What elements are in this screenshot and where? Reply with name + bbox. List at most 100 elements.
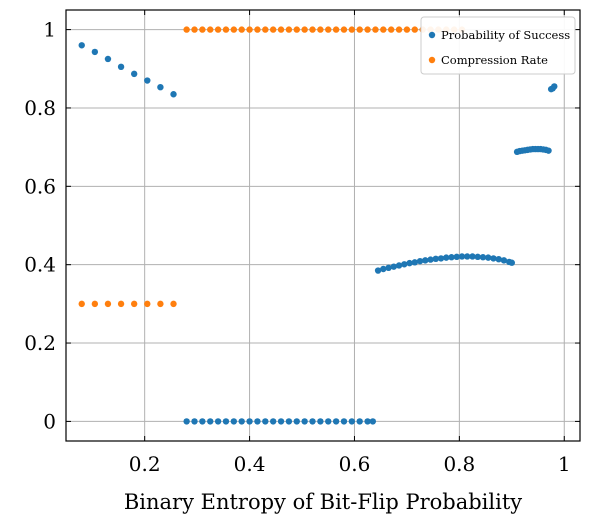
data-point xyxy=(427,256,434,263)
data-point xyxy=(479,254,487,261)
data-point xyxy=(508,259,516,266)
y-tick-label: 0.8 xyxy=(24,96,56,120)
data-point xyxy=(293,26,300,33)
data-point xyxy=(340,418,348,425)
data-point xyxy=(238,26,245,33)
plot-frame xyxy=(65,9,581,442)
data-point xyxy=(230,26,238,33)
data-point xyxy=(332,418,340,425)
data-point xyxy=(130,300,138,308)
data-point xyxy=(437,255,445,262)
data-point xyxy=(551,83,558,90)
data-point xyxy=(356,418,363,425)
data-point xyxy=(191,418,198,425)
data-point xyxy=(285,418,293,425)
legend: Probability of Success Compression Rate xyxy=(420,16,576,75)
data-point xyxy=(401,261,408,268)
data-point xyxy=(406,259,413,267)
data-point xyxy=(104,55,112,63)
legend-label: Probability of Success xyxy=(441,28,570,42)
x-tick-label: 0.8 xyxy=(443,452,475,476)
data-point xyxy=(395,262,403,269)
y-tick-label: 0.4 xyxy=(24,253,56,277)
data-point xyxy=(277,26,285,33)
data-point xyxy=(183,26,190,33)
y-tick-label: 0.2 xyxy=(24,331,56,355)
data-point xyxy=(411,259,418,266)
axis-ticks: 0.2 0.4 0.6 0.8 1 0 0.2 0.4 0.6 0.8 1 xyxy=(24,10,580,476)
data-point xyxy=(356,26,363,33)
data-point xyxy=(387,26,395,33)
data-point xyxy=(170,91,177,98)
data-point xyxy=(301,418,308,425)
data-point xyxy=(443,254,450,261)
data-point xyxy=(144,77,151,84)
x-tick-label: 0.2 xyxy=(129,452,161,476)
data-point xyxy=(104,300,112,308)
data-point xyxy=(490,255,497,262)
data-point xyxy=(246,26,253,33)
grid xyxy=(66,10,580,441)
legend-marker xyxy=(428,31,436,39)
data-point xyxy=(78,300,85,308)
data-point xyxy=(453,253,460,261)
data-point xyxy=(269,26,277,33)
data-point xyxy=(458,253,466,260)
data-point xyxy=(395,26,403,33)
data-points xyxy=(78,26,558,425)
data-point xyxy=(317,26,324,33)
legend-box xyxy=(420,16,576,75)
data-point xyxy=(254,418,261,425)
data-point xyxy=(380,26,387,33)
data-point xyxy=(485,254,492,261)
data-point xyxy=(246,418,253,425)
data-point xyxy=(325,26,332,33)
data-point xyxy=(385,264,392,272)
data-point xyxy=(464,253,471,260)
x-tick-label: 0.6 xyxy=(339,452,371,476)
data-point xyxy=(199,418,206,425)
data-point xyxy=(380,265,387,273)
data-point xyxy=(117,63,125,71)
data-point xyxy=(207,26,214,33)
data-point xyxy=(364,26,371,33)
data-point xyxy=(325,418,332,425)
data-point xyxy=(309,418,316,425)
data-point xyxy=(448,254,455,261)
data-point xyxy=(170,300,177,308)
x-axis-label: Binary Entropy of Bit-Flip Probability xyxy=(124,490,522,514)
data-point xyxy=(157,300,164,308)
data-point xyxy=(411,26,418,33)
data-point xyxy=(78,42,85,49)
data-point xyxy=(495,255,502,263)
data-point xyxy=(277,418,285,425)
legend-label: Compression Rate xyxy=(441,53,548,67)
data-point xyxy=(222,26,230,33)
data-point xyxy=(91,48,99,56)
data-point xyxy=(214,26,222,33)
x-tick-label: 1 xyxy=(558,452,571,476)
data-point xyxy=(364,418,371,425)
data-point xyxy=(432,255,439,263)
data-point xyxy=(348,418,356,425)
data-point xyxy=(230,418,238,425)
data-point xyxy=(144,300,151,308)
data-point xyxy=(474,253,481,261)
data-point xyxy=(340,26,348,33)
y-tick-label: 0.6 xyxy=(24,174,56,198)
data-point xyxy=(403,26,411,33)
data-point xyxy=(214,418,222,425)
data-point xyxy=(332,26,340,33)
data-point xyxy=(262,26,269,33)
data-point xyxy=(254,26,261,33)
data-point xyxy=(191,26,198,33)
data-point xyxy=(222,418,230,425)
y-tick-label: 0 xyxy=(43,409,56,433)
data-point xyxy=(374,267,382,274)
data-point xyxy=(390,263,398,270)
data-point xyxy=(285,26,293,33)
data-point xyxy=(157,83,164,91)
data-point xyxy=(372,26,379,33)
data-point xyxy=(269,418,277,425)
